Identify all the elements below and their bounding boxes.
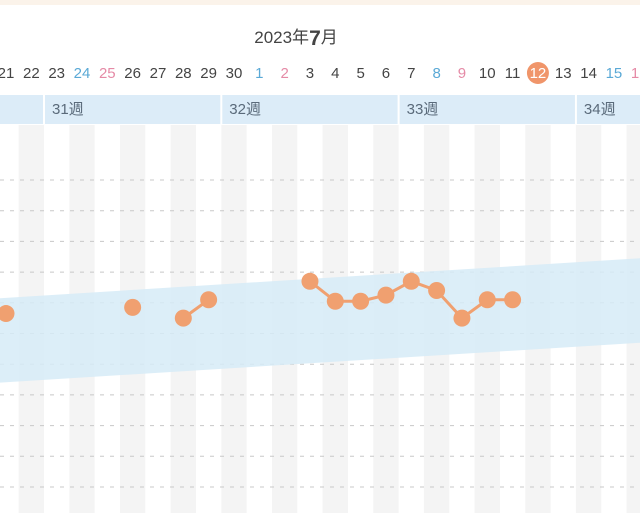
date-label: 29 [200, 65, 217, 82]
top-strip [0, 0, 640, 5]
date-label: 22 [23, 65, 40, 82]
data-point [0, 305, 15, 323]
data-point [352, 292, 370, 310]
data-point [453, 309, 471, 327]
date-label: 23 [48, 65, 65, 82]
target-band [0, 258, 640, 383]
month: 7 [309, 27, 321, 50]
date-label: 12 [530, 65, 547, 82]
data-point [428, 282, 446, 300]
week-label: 31週 [52, 101, 84, 118]
date-label: 11 [505, 65, 521, 82]
date-label: 16 [631, 65, 640, 82]
data-point [301, 272, 319, 290]
data-point [124, 298, 142, 316]
data-point [200, 291, 218, 309]
date-label: 25 [99, 65, 116, 82]
data-point [326, 292, 344, 310]
data-point [402, 272, 420, 290]
date-label: 13 [555, 65, 572, 82]
data-point [174, 309, 192, 327]
date-label: 5 [356, 65, 364, 82]
week-label: 33週 [407, 101, 439, 118]
data-point [478, 291, 496, 309]
date-label: 1 [255, 65, 263, 82]
data-point [377, 286, 395, 304]
date-label: 3 [306, 65, 314, 82]
date-label: 14 [580, 65, 597, 82]
month-title: 2023年7月 [254, 27, 338, 50]
date-label: 21 [0, 65, 14, 82]
date-label: 4 [331, 65, 339, 82]
week-label: 32週 [229, 101, 261, 118]
date-label: 9 [458, 65, 466, 82]
date-label: 6 [382, 65, 390, 82]
data-point [504, 291, 522, 309]
date-label: 28 [175, 65, 192, 82]
week-label: 34週 [584, 101, 616, 118]
today-marker [526, 62, 549, 84]
date-label: 7 [407, 65, 415, 82]
date-label: 26 [124, 65, 141, 82]
date-label: 27 [150, 65, 167, 82]
date-label: 24 [74, 65, 91, 82]
date-label: 8 [432, 65, 440, 82]
date-label: 10 [479, 65, 496, 82]
date-label: 2 [280, 65, 288, 82]
year: 2023年 [254, 28, 309, 47]
date-label: 30 [226, 65, 243, 82]
date-label: 15 [606, 65, 623, 82]
week-bar [0, 95, 640, 124]
month-suffix: 月 [321, 28, 338, 47]
